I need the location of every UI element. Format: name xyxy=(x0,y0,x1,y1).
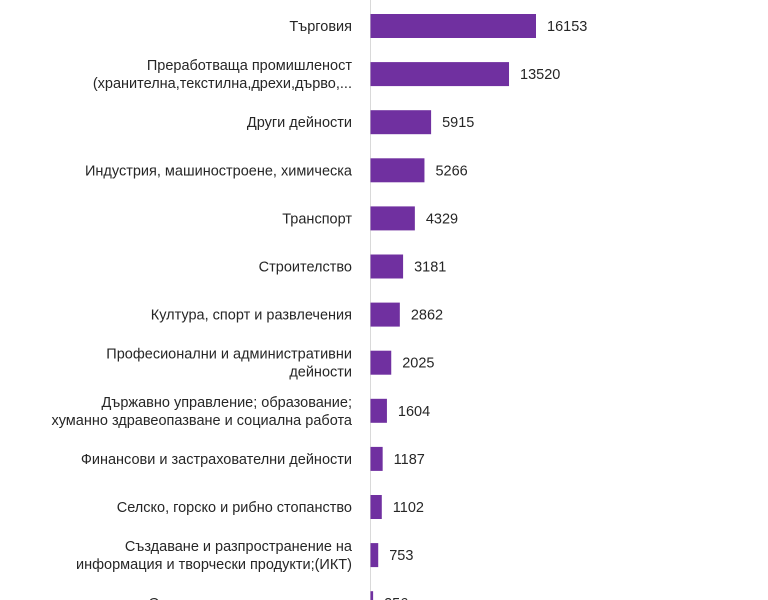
value-label-1: 13520 xyxy=(520,67,560,83)
category-label-8-line-1: хуманно здравеопазване и социална работа xyxy=(51,413,352,429)
value-label-11: 753 xyxy=(389,548,413,564)
bar-10 xyxy=(370,495,382,519)
category-label-7-line-1: дейности xyxy=(289,365,352,381)
category-label-10: Селско, горско и рибно стопанство xyxy=(117,500,352,516)
bar-12 xyxy=(370,591,374,600)
category-label-12: Операции с недвижими имоти xyxy=(148,596,352,600)
bar-11 xyxy=(370,543,379,568)
value-label-8: 1604 xyxy=(398,404,430,420)
bar-4 xyxy=(370,206,415,231)
bar-6 xyxy=(370,302,400,327)
category-label-3: Индустрия, машиностроене, химическа xyxy=(85,163,353,179)
bar-7 xyxy=(370,350,392,375)
bar-3 xyxy=(370,158,425,183)
category-labels-group: Търговия Преработваща промишленост (хранит… xyxy=(51,19,352,600)
bar-2 xyxy=(370,110,432,135)
value-labels-group: 16153 13520 5915 5266 4329 3181 2862 2025 1604 11… xyxy=(384,19,587,600)
value-label-12: 256 xyxy=(384,596,408,600)
category-label-0: Търговия xyxy=(289,19,352,35)
bar-0 xyxy=(370,14,536,38)
value-label-5: 3181 xyxy=(414,260,446,276)
value-label-9: 1187 xyxy=(394,452,425,468)
category-label-9: Финансови и застрахователни дейности xyxy=(81,452,352,468)
value-label-7: 2025 xyxy=(402,356,434,372)
value-label-2: 5915 xyxy=(442,115,474,131)
value-label-4: 4329 xyxy=(426,211,458,227)
value-label-0: 16153 xyxy=(547,19,587,35)
category-label-1-line-0: Преработваща промишленост xyxy=(147,58,353,74)
category-label-11-line-0: Създаване и разпространение на xyxy=(125,539,353,555)
category-label-11-line-1: информация и творчески продукти;(ИКТ) xyxy=(76,557,352,573)
bar-1 xyxy=(370,62,510,87)
category-label-2: Други дейности xyxy=(247,115,352,131)
category-label-1-line-1: (хранителна,текстилна,дрехи,дърво,... xyxy=(93,76,352,92)
bar-5 xyxy=(370,254,404,279)
value-label-3: 5266 xyxy=(435,163,467,179)
category-label-4: Транспорт xyxy=(282,211,352,227)
category-label-5: Строителство xyxy=(259,260,352,276)
category-label-6: Култура, спорт и развлечения xyxy=(151,308,352,324)
bars-group xyxy=(370,14,536,600)
category-label-7-line-0: Професионални и административни xyxy=(106,347,352,363)
category-label-8-line-0: Държавно управление; образование; xyxy=(101,395,352,411)
value-label-10: 1102 xyxy=(393,500,424,516)
bar-8 xyxy=(370,398,387,423)
value-label-6: 2862 xyxy=(411,308,443,324)
bar-9 xyxy=(370,446,383,471)
